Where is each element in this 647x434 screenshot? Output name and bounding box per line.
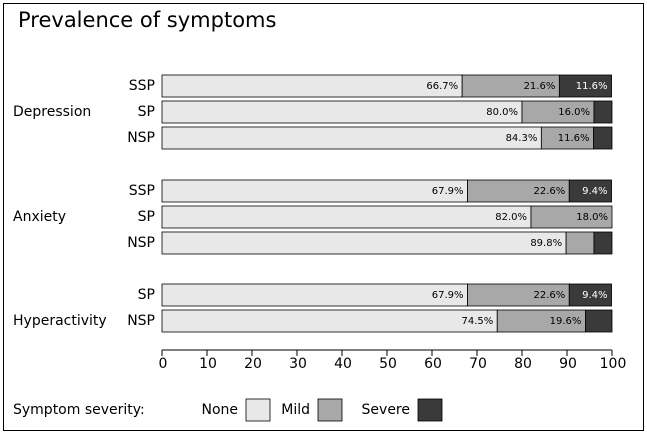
value-label: 74.5% — [461, 316, 493, 327]
value-label: 82.0% — [495, 212, 527, 223]
bar-segment — [558, 74, 612, 98]
value-label: 21.6% — [524, 81, 556, 92]
category-label: SP — [138, 287, 155, 303]
value-label: 22.6% — [533, 186, 565, 197]
x-tick-label: 100 — [600, 356, 627, 372]
category-label: SSP — [129, 78, 155, 94]
value-label: 67.9% — [432, 186, 464, 197]
value-label: 19.6% — [550, 316, 582, 327]
x-tick-label: 70 — [469, 356, 487, 372]
x-tick-label: 50 — [379, 356, 397, 372]
bar-segment — [161, 179, 468, 203]
bar-segment — [568, 179, 612, 203]
legend-title: Symptom severity: — [13, 402, 145, 418]
group-label: Hyperactivity — [13, 313, 107, 329]
category-label: SSP — [129, 183, 155, 199]
x-tick-label: 30 — [289, 356, 307, 372]
value-label: 22.6% — [533, 290, 565, 301]
value-label: 11.6% — [558, 133, 590, 144]
legend-label: None — [201, 402, 238, 418]
legend-swatch — [245, 398, 271, 422]
bar-segment — [161, 283, 468, 307]
x-tick-label: 80 — [514, 356, 532, 372]
bar-segment — [593, 231, 613, 255]
bar-segment — [568, 283, 612, 307]
bar-segment — [530, 205, 613, 229]
value-label: 9.4% — [582, 290, 607, 301]
value-label: 89.8% — [530, 238, 562, 249]
category-label: SP — [138, 209, 155, 225]
legend-swatch — [417, 398, 443, 422]
bar-segment — [593, 100, 613, 124]
x-tick-label: 0 — [159, 356, 168, 372]
category-label: NSP — [127, 130, 155, 146]
bar-segment — [593, 126, 613, 150]
legend-label: Mild — [281, 402, 310, 418]
category-label: NSP — [127, 313, 155, 329]
bar-segment — [161, 205, 532, 229]
group-label: Depression — [13, 104, 91, 120]
legend-label: Severe — [362, 402, 410, 418]
value-label: 66.7% — [426, 81, 458, 92]
bar-segment — [161, 309, 498, 333]
value-label: 16.0% — [558, 107, 590, 118]
value-label: 11.6% — [576, 81, 608, 92]
x-tick-label: 20 — [244, 356, 262, 372]
chart-title: Prevalence of symptoms — [18, 8, 276, 32]
value-label: 18.0% — [576, 212, 608, 223]
group-label: Anxiety — [13, 209, 66, 225]
bar-segment — [161, 231, 567, 255]
value-label: 67.9% — [432, 290, 464, 301]
value-label: 80.0% — [486, 107, 518, 118]
category-label: SP — [138, 104, 155, 120]
bar-segment — [161, 100, 523, 124]
bar-segment — [585, 309, 613, 333]
bar-segment — [565, 231, 595, 255]
category-label: NSP — [127, 235, 155, 251]
legend-swatch — [317, 398, 343, 422]
x-tick-label: 10 — [199, 356, 217, 372]
value-label: 84.3% — [506, 133, 538, 144]
x-tick-label: 40 — [334, 356, 352, 372]
x-tick-label: 60 — [424, 356, 442, 372]
bar-segment — [161, 126, 542, 150]
value-label: 9.4% — [582, 186, 607, 197]
x-tick-label: 90 — [559, 356, 577, 372]
bar-segment — [161, 74, 463, 98]
